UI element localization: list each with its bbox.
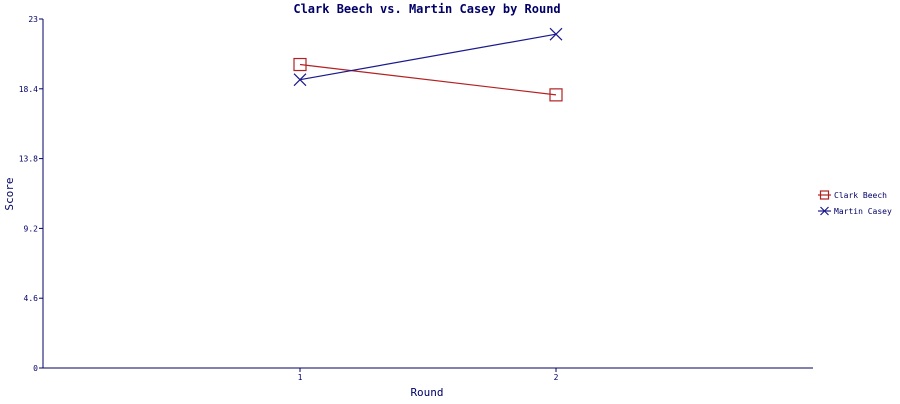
y-tick-label: 23	[28, 15, 38, 24]
legend-marker	[820, 206, 829, 216]
data-point-martin-casey	[549, 27, 563, 41]
legend-marker	[819, 190, 830, 200]
legend-label: Clark Beech	[834, 191, 887, 200]
y-tick-label: 18.4	[19, 85, 38, 94]
y-axis-ticks: 0 4.6 9.2 13.8 18.4 23	[19, 15, 43, 373]
series-layer	[293, 27, 563, 102]
y-tick-label: 9.2	[24, 224, 39, 233]
legend-label: Martin Casey	[834, 207, 892, 216]
x-tick-label: 1	[298, 373, 303, 382]
x-tick-label: 2	[554, 373, 559, 382]
y-tick-label: 0	[33, 364, 38, 373]
legend: Clark Beech Martin Casey	[818, 190, 892, 216]
data-point-clark-beech	[293, 57, 307, 72]
y-axis-label: Score	[3, 177, 16, 210]
x-axis-label: Round	[410, 386, 443, 399]
series-line-martin-casey	[299, 33, 557, 81]
data-point-martin-casey	[293, 73, 307, 87]
chart-title: Clark Beech vs. Martin Casey by Round	[293, 2, 560, 16]
data-point-clark-beech	[549, 88, 563, 102]
series-line-clark-beech	[299, 63, 557, 96]
y-tick-label: 13.8	[19, 155, 38, 164]
y-tick-label: 4.6	[24, 294, 39, 303]
